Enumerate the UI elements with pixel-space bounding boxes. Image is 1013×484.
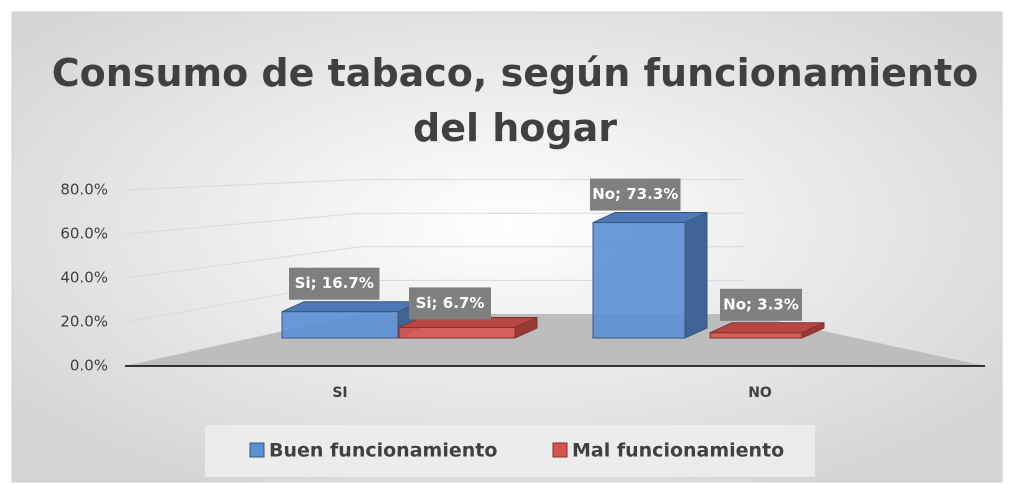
chart-title: Consumo de tabaco, según funcionamiento d…: [52, 51, 978, 150]
legend-label: Buen funcionamiento: [269, 440, 497, 462]
bar-front: [398, 326, 516, 339]
y-tick-label: 20.0%: [60, 313, 108, 331]
y-tick-label: 0.0%: [70, 357, 108, 375]
data-label-box: [289, 267, 380, 300]
bar-side: [684, 211, 708, 339]
data-label-box: [590, 178, 681, 211]
data-label: Si; 16.7%: [295, 274, 374, 292]
bar: [709, 322, 825, 339]
legend: [205, 425, 815, 477]
bar-top: [281, 301, 421, 313]
legend-label: Mal funcionamiento: [572, 440, 784, 462]
bar: [281, 300, 421, 339]
y-tick-label: 60.0%: [60, 225, 108, 243]
x-tick-label: SI: [332, 385, 347, 401]
bar: [398, 316, 538, 339]
data-label-box: [720, 288, 802, 321]
legend-swatch: [552, 442, 568, 458]
bar: [592, 211, 708, 339]
y-tick-label: 80.0%: [60, 181, 108, 199]
data-label: No; 73.3%: [592, 185, 678, 203]
bar-front: [592, 222, 686, 339]
bar-front: [709, 332, 803, 339]
data-label: No; 3.3%: [723, 295, 799, 313]
data-label-box: [409, 287, 491, 320]
bar-front: [281, 311, 399, 339]
data-label: Si; 6.7%: [416, 294, 485, 312]
x-tick-label: NO: [748, 385, 772, 401]
legend-swatch: [249, 442, 265, 458]
y-tick-label: 40.0%: [60, 269, 108, 287]
